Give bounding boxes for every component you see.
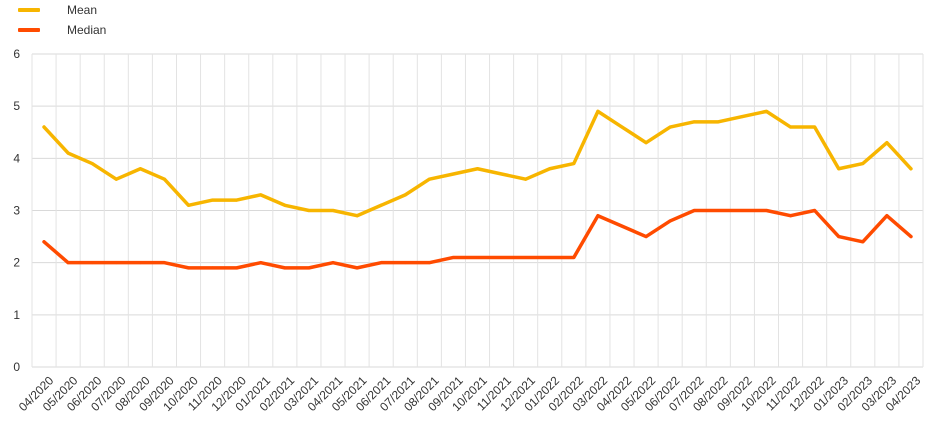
data-point-mean bbox=[885, 141, 889, 145]
data-point-median bbox=[187, 266, 191, 270]
data-point-median bbox=[620, 224, 624, 228]
legend-item-mean: Mean bbox=[18, 0, 106, 20]
data-point-mean bbox=[259, 193, 263, 197]
data-point-median bbox=[403, 261, 407, 265]
data-point-median bbox=[211, 266, 215, 270]
data-point-mean bbox=[66, 151, 70, 155]
data-point-median bbox=[789, 214, 793, 218]
data-point-mean bbox=[138, 167, 142, 171]
data-point-median bbox=[259, 261, 263, 265]
data-point-mean bbox=[307, 209, 311, 212]
data-point-median bbox=[451, 255, 455, 259]
data-point-mean bbox=[813, 125, 817, 129]
series-line-median bbox=[42, 208, 913, 270]
data-point-mean bbox=[211, 198, 215, 202]
data-point-mean bbox=[427, 177, 431, 181]
data-point-median bbox=[524, 255, 528, 259]
data-point-median bbox=[500, 255, 504, 259]
data-point-median bbox=[909, 235, 913, 239]
chart-legend: Mean Median bbox=[18, 0, 106, 40]
data-point-mean bbox=[740, 115, 744, 119]
legend-label-mean: Mean bbox=[67, 3, 98, 17]
data-point-median bbox=[740, 209, 744, 212]
data-point-median bbox=[162, 261, 166, 265]
data-point-mean bbox=[476, 167, 479, 171]
data-point-median bbox=[476, 255, 479, 259]
data-point-median bbox=[813, 209, 817, 212]
y-tick-label: 0 bbox=[13, 360, 20, 374]
x-axis: 04/202005/202006/202007/202008/202009/20… bbox=[16, 373, 924, 414]
data-point-median bbox=[885, 214, 889, 218]
data-point-mean bbox=[114, 177, 118, 181]
data-point-median bbox=[379, 261, 383, 265]
data-point-median bbox=[42, 240, 46, 244]
data-point-mean bbox=[789, 125, 793, 129]
data-point-mean bbox=[909, 167, 913, 171]
data-point-median bbox=[572, 255, 576, 259]
y-tick-label: 4 bbox=[13, 151, 20, 165]
data-point-median bbox=[283, 266, 287, 270]
y-tick-label: 3 bbox=[13, 204, 20, 218]
data-point-mean bbox=[837, 167, 841, 171]
legend-label-median: Median bbox=[67, 23, 107, 37]
data-point-mean bbox=[861, 162, 865, 166]
data-point-mean bbox=[90, 162, 94, 166]
data-point-median bbox=[716, 209, 720, 212]
series-lines bbox=[42, 109, 913, 270]
grid-lines bbox=[31, 53, 924, 368]
legend-swatch-mean bbox=[18, 8, 40, 12]
data-point-median bbox=[596, 214, 600, 218]
data-point-mean bbox=[379, 203, 383, 207]
data-point-mean bbox=[572, 162, 576, 166]
data-point-median bbox=[114, 261, 118, 265]
data-point-median bbox=[235, 266, 239, 270]
data-point-median bbox=[644, 235, 648, 239]
data-point-mean bbox=[403, 193, 407, 197]
data-point-mean bbox=[548, 167, 552, 171]
legend-swatch-median bbox=[18, 28, 40, 32]
y-tick-label: 6 bbox=[13, 47, 20, 61]
data-point-median bbox=[90, 261, 94, 265]
data-point-mean bbox=[644, 141, 648, 145]
data-point-median bbox=[692, 209, 696, 212]
data-point-median bbox=[861, 240, 865, 244]
data-point-median bbox=[66, 261, 70, 265]
data-point-mean bbox=[692, 120, 696, 124]
data-point-mean bbox=[355, 214, 359, 218]
data-point-mean bbox=[235, 198, 239, 202]
data-point-median bbox=[764, 209, 768, 212]
data-point-mean bbox=[716, 120, 720, 124]
y-tick-label: 5 bbox=[13, 99, 20, 113]
data-point-mean bbox=[42, 125, 46, 129]
data-point-mean bbox=[283, 203, 287, 207]
y-axis: 0 1 2 3 4 5 6 bbox=[13, 47, 20, 374]
data-point-median bbox=[548, 255, 552, 259]
data-point-median bbox=[837, 235, 841, 239]
data-point-median bbox=[307, 266, 311, 270]
y-tick-label: 1 bbox=[13, 308, 20, 322]
data-point-median bbox=[668, 219, 672, 223]
data-point-median bbox=[427, 261, 431, 265]
data-point-mean bbox=[451, 172, 455, 176]
y-tick-label: 2 bbox=[13, 256, 20, 270]
legend-item-median: Median bbox=[18, 20, 106, 40]
data-point-median bbox=[138, 261, 142, 265]
data-point-mean bbox=[668, 125, 672, 129]
data-point-mean bbox=[187, 203, 191, 207]
data-point-mean bbox=[331, 209, 335, 212]
data-point-mean bbox=[524, 177, 528, 181]
data-point-median bbox=[355, 266, 359, 270]
data-point-median bbox=[331, 261, 335, 265]
data-point-mean bbox=[620, 125, 624, 129]
series-line-mean bbox=[42, 109, 913, 218]
data-point-mean bbox=[764, 109, 768, 113]
data-point-mean bbox=[500, 172, 504, 176]
data-point-mean bbox=[596, 109, 600, 113]
data-point-mean bbox=[162, 177, 166, 181]
